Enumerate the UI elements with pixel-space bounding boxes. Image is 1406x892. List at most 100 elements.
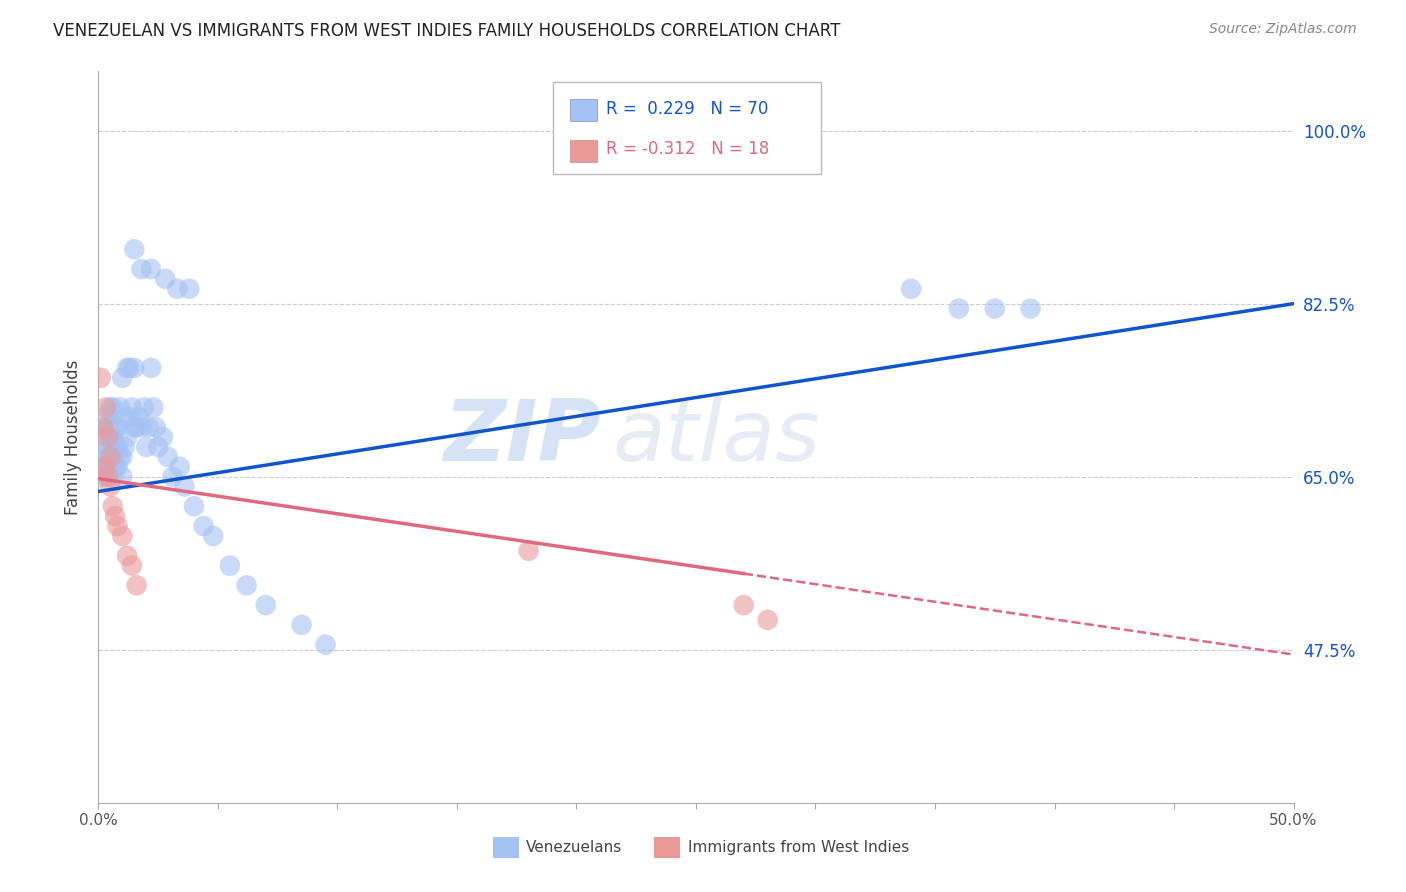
Point bbox=[114, 440, 136, 454]
Point bbox=[104, 420, 127, 434]
Point bbox=[111, 450, 134, 464]
Point bbox=[107, 420, 129, 434]
Point bbox=[107, 459, 129, 474]
Point bbox=[98, 440, 122, 454]
Point bbox=[162, 469, 184, 483]
Point bbox=[101, 500, 124, 514]
Point bbox=[111, 469, 134, 483]
Point bbox=[91, 450, 114, 464]
Point bbox=[107, 519, 129, 533]
Point bbox=[97, 420, 120, 434]
Point bbox=[124, 420, 146, 434]
Point bbox=[91, 420, 114, 434]
Point bbox=[91, 430, 114, 444]
Point bbox=[121, 558, 143, 573]
Point bbox=[139, 360, 162, 375]
Point bbox=[94, 440, 117, 454]
Point bbox=[984, 301, 1007, 316]
Point bbox=[101, 469, 124, 483]
Point bbox=[111, 529, 134, 543]
Point bbox=[115, 430, 138, 444]
Point bbox=[98, 459, 122, 474]
Point bbox=[254, 598, 277, 612]
Point bbox=[173, 479, 195, 493]
Point bbox=[131, 420, 153, 434]
Point bbox=[94, 459, 117, 474]
Point bbox=[124, 360, 146, 375]
Point bbox=[118, 360, 141, 375]
Point bbox=[517, 543, 540, 558]
Point bbox=[169, 459, 191, 474]
Point bbox=[193, 519, 215, 533]
Point bbox=[202, 529, 225, 543]
Point bbox=[97, 450, 120, 464]
Point bbox=[94, 459, 117, 474]
Point bbox=[114, 410, 136, 425]
Bar bbox=[571, 99, 596, 121]
Point bbox=[118, 410, 141, 425]
Bar bbox=[494, 838, 519, 858]
Bar bbox=[571, 140, 596, 161]
Point bbox=[97, 469, 120, 483]
Text: Source: ZipAtlas.com: Source: ZipAtlas.com bbox=[1209, 22, 1357, 37]
Point bbox=[156, 450, 179, 464]
Text: R = -0.312   N = 18: R = -0.312 N = 18 bbox=[606, 140, 769, 158]
Point bbox=[131, 262, 153, 277]
Point bbox=[128, 410, 150, 425]
Point bbox=[125, 578, 148, 592]
Point bbox=[97, 469, 120, 483]
Point bbox=[291, 618, 314, 632]
Point bbox=[219, 558, 242, 573]
Text: atlas: atlas bbox=[613, 395, 820, 479]
Point bbox=[139, 262, 162, 277]
Point bbox=[98, 401, 122, 415]
Point bbox=[756, 613, 779, 627]
FancyBboxPatch shape bbox=[553, 82, 821, 174]
Point bbox=[138, 420, 160, 434]
Point bbox=[121, 401, 143, 415]
Point bbox=[98, 420, 122, 434]
Point bbox=[101, 450, 124, 464]
Point bbox=[90, 469, 112, 483]
Point bbox=[235, 578, 257, 592]
Point bbox=[166, 282, 188, 296]
Point bbox=[115, 360, 138, 375]
Point bbox=[111, 371, 134, 385]
Text: VENEZUELAN VS IMMIGRANTS FROM WEST INDIES FAMILY HOUSEHOLDS CORRELATION CHART: VENEZUELAN VS IMMIGRANTS FROM WEST INDIE… bbox=[53, 22, 841, 40]
Point bbox=[183, 500, 205, 514]
Point bbox=[104, 440, 127, 454]
Point bbox=[152, 430, 174, 444]
Point bbox=[107, 440, 129, 454]
Point bbox=[142, 401, 165, 415]
Text: R =  0.229   N = 70: R = 0.229 N = 70 bbox=[606, 100, 769, 118]
Text: Venezuelans: Venezuelans bbox=[526, 840, 623, 855]
Point bbox=[101, 430, 124, 444]
Point bbox=[98, 450, 122, 464]
Bar bbox=[654, 838, 681, 858]
Point bbox=[115, 549, 138, 563]
Point bbox=[108, 401, 131, 415]
Point bbox=[948, 301, 970, 316]
Point bbox=[1019, 301, 1042, 316]
Point bbox=[900, 282, 922, 296]
Point bbox=[94, 410, 117, 425]
Point bbox=[155, 272, 177, 286]
Point bbox=[98, 479, 122, 493]
Text: ZIP: ZIP bbox=[443, 395, 600, 479]
Y-axis label: Family Households: Family Households bbox=[65, 359, 83, 515]
Point bbox=[145, 420, 167, 434]
Point bbox=[94, 401, 117, 415]
Point bbox=[90, 371, 112, 385]
Point bbox=[108, 450, 131, 464]
Point bbox=[104, 459, 127, 474]
Point bbox=[104, 509, 127, 524]
Point bbox=[135, 440, 157, 454]
Point bbox=[733, 598, 755, 612]
Point bbox=[315, 638, 337, 652]
Point bbox=[97, 430, 120, 444]
Text: Immigrants from West Indies: Immigrants from West Indies bbox=[688, 840, 908, 855]
Point bbox=[179, 282, 201, 296]
Point bbox=[101, 401, 124, 415]
Point bbox=[132, 401, 155, 415]
Point bbox=[125, 420, 148, 434]
